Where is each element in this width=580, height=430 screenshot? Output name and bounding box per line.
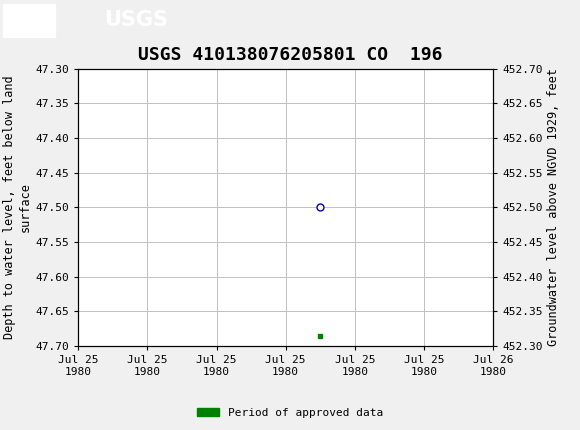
Y-axis label: Groundwater level above NGVD 1929, feet: Groundwater level above NGVD 1929, feet bbox=[547, 68, 560, 347]
Y-axis label: Depth to water level, feet below land
surface: Depth to water level, feet below land su… bbox=[3, 76, 31, 339]
Text: USGS: USGS bbox=[104, 10, 168, 31]
FancyBboxPatch shape bbox=[3, 4, 55, 37]
Text: USGS 410138076205801 CO  196: USGS 410138076205801 CO 196 bbox=[138, 46, 442, 64]
Text: ~: ~ bbox=[21, 11, 37, 30]
Legend: Period of approved data: Period of approved data bbox=[193, 403, 387, 422]
